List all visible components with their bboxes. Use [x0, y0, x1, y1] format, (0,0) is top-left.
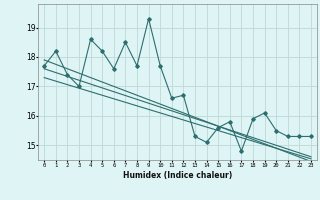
X-axis label: Humidex (Indice chaleur): Humidex (Indice chaleur) [123, 171, 232, 180]
